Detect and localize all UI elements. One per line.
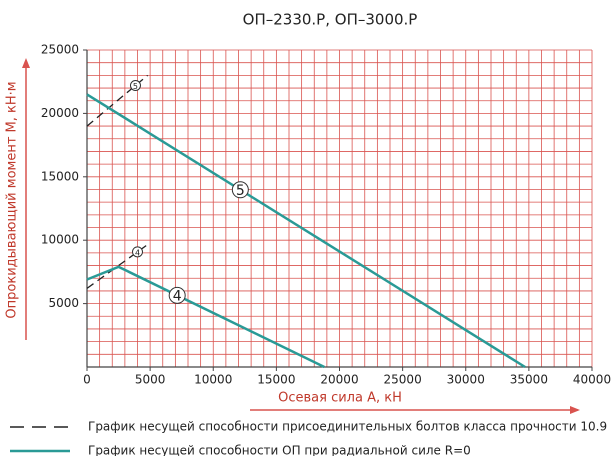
x-tick-label: 35000 [510, 373, 548, 387]
y-tick-label: 20000 [41, 106, 79, 120]
x-tick-label: 40000 [573, 373, 611, 387]
y-tick-label: 5000 [48, 296, 79, 310]
x-tick-label: 10000 [194, 373, 232, 387]
x-tick-label: 15000 [257, 373, 295, 387]
x-tick-label: 20000 [320, 373, 358, 387]
legend-label: График несущей способности ОП при радиал… [88, 444, 471, 456]
series-line [86, 265, 325, 369]
x-axis-label: Осевая сила А, кН [278, 391, 402, 406]
series-line [86, 93, 526, 369]
chart-title: ОП–2330.Р, ОП–3000.Р [243, 11, 418, 29]
x-axis-arrowhead [570, 406, 580, 414]
y-axis-label: Опрокидывающий момент М, кН·м [5, 81, 20, 318]
y-tick-label: 15000 [41, 169, 79, 183]
y-tick-label: 25000 [41, 43, 79, 57]
curve-label-circle [168, 286, 186, 304]
x-tick-label: 25000 [384, 373, 422, 387]
curve-label: 4 [173, 288, 182, 304]
legend-label: График несущей способности присоединител… [88, 420, 607, 434]
curve-label-circle [129, 80, 141, 92]
curve-label: 5 [236, 183, 245, 199]
x-tick-label: 0 [83, 373, 91, 387]
x-tick-label: 30000 [447, 373, 485, 387]
curve-label: 5 [133, 82, 138, 91]
y-axis-arrowhead [22, 58, 30, 68]
curve-label-circle [231, 181, 249, 199]
curve-label-circle [132, 246, 143, 258]
x-tick-label: 5000 [135, 373, 166, 387]
y-tick-label: 10000 [41, 233, 79, 247]
curve-label: 4 [135, 248, 140, 257]
